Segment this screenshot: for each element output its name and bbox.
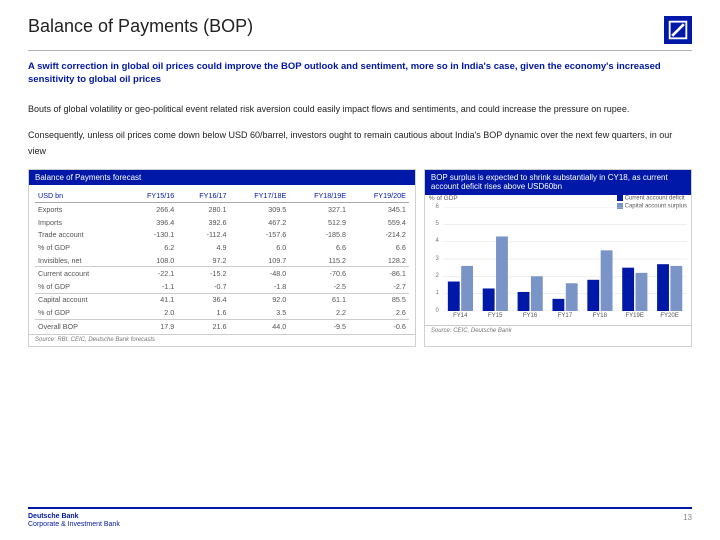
col-header: FY17/18E	[229, 189, 289, 203]
table-header: Balance of Payments forecast	[29, 170, 415, 185]
chart-yaxis: 0123456	[425, 207, 441, 311]
table-row: % of GDP2.01.63.52.22.6	[35, 306, 409, 319]
bar	[622, 267, 634, 310]
col-header: FY16/17	[177, 189, 229, 203]
footer-division: Corporate & Investment Bank	[28, 521, 120, 530]
footer-bank: Deutsche Bank	[28, 513, 120, 522]
bar	[531, 276, 543, 311]
bar	[670, 265, 682, 310]
table-row: Invisibles, net108.097.2109.7115.2128.2	[35, 254, 409, 267]
db-logo	[664, 16, 692, 44]
bar	[587, 279, 599, 310]
table-row: % of GDP6.24.96.06.66.6	[35, 241, 409, 254]
table-row: Exports266.4280.1309.5327.1345.1	[35, 203, 409, 216]
bar	[635, 272, 647, 310]
page-title: Balance of Payments (BOP)	[28, 16, 253, 37]
chart-header: BOP surplus is expected to shrink substa…	[425, 170, 691, 194]
paragraph-1: Bouts of global volatility or geo-politi…	[28, 101, 692, 117]
col-unit: USD bn	[35, 189, 125, 203]
page-number: 13	[683, 513, 692, 531]
page-header: Balance of Payments (BOP)	[28, 16, 692, 51]
table-row: Imports396.4392.6467.2512.9559.4	[35, 216, 409, 229]
paragraph-2: Consequently, unless oil prices come dow…	[28, 127, 692, 159]
bar	[496, 236, 508, 311]
bar	[657, 264, 669, 311]
table-source: Source: RBI, CEIC, Deutsche Bank forecas…	[29, 334, 415, 346]
table-row: Overall BOP17.921.644.0-9.5-0.6	[35, 319, 409, 332]
bop-table-panel: Balance of Payments forecast USD bnFY15/…	[28, 169, 416, 347]
bop-table: USD bnFY15/16FY16/17FY17/18EFY18/19EFY19…	[35, 189, 409, 332]
chart-ylabel: % of GDP	[429, 195, 458, 202]
table-row: Current account-22.1-15.2-48.0-70.6-86.1	[35, 267, 409, 280]
bar	[552, 298, 564, 310]
table-row: % of GDP-1.1-0.7-1.8-2.5-2.7	[35, 280, 409, 293]
col-header: FY19/20E	[349, 189, 409, 203]
chart-plot	[443, 207, 687, 311]
chart-xaxis: FY14FY15FY16FY17FY18FY19EFY20E	[443, 313, 687, 325]
chart-source: Source: CEIC, Deutsche Bank	[425, 325, 691, 337]
bar	[566, 283, 578, 311]
table-row: Trade account-130.1-112.4-157.6-185.8-21…	[35, 229, 409, 242]
page-footer: Deutsche Bank Corporate & Investment Ban…	[28, 507, 692, 531]
table-row: Capital account41.136.492.061.185.5	[35, 293, 409, 306]
bop-chart-panel: BOP surplus is expected to shrink substa…	[424, 169, 692, 347]
bar	[448, 281, 460, 310]
bar	[461, 265, 473, 310]
bar	[601, 250, 613, 311]
bar	[517, 291, 529, 310]
col-header: FY15/16	[125, 189, 177, 203]
bar	[483, 288, 495, 311]
col-header: FY18/19E	[289, 189, 349, 203]
subtitle: A swift correction in global oil prices …	[28, 61, 692, 87]
